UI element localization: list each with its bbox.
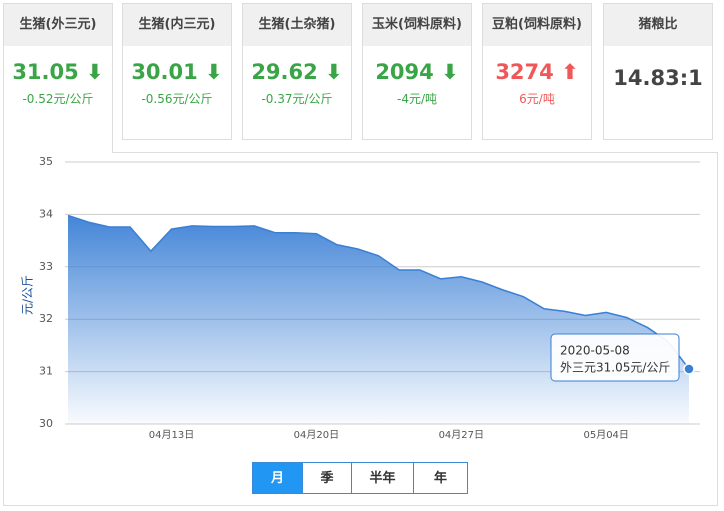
point	[683, 363, 695, 375]
x-tick-label: 05月04日	[583, 429, 628, 441]
price: 3274 ⬆	[495, 60, 579, 84]
price: 31.05 ⬇	[12, 60, 104, 84]
tooltip-box	[550, 333, 680, 382]
card-title: 生猪(外三元)	[4, 4, 112, 46]
change-value: -4元/吨	[396, 92, 437, 106]
price-value: 31.05	[12, 60, 79, 84]
price: 30.01 ⬇	[131, 60, 223, 84]
y-tick-label: 34	[39, 207, 53, 220]
price-value: 30.01	[131, 60, 198, 84]
price-value: 14.83:1	[613, 66, 703, 90]
change: -0.52元/公斤	[4, 90, 112, 107]
y-axis-label: 元/公斤	[21, 275, 35, 315]
change: -0.56元/公斤	[123, 90, 231, 107]
price-value: 3274	[495, 60, 554, 84]
card-title: 豆粕(饲料原料)	[483, 4, 591, 46]
card-title: 猪粮比	[604, 4, 712, 46]
x-tick-label: 04月20日	[294, 429, 339, 441]
x-tick-label: 04月27日	[439, 429, 484, 441]
change: -0.37元/公斤	[243, 90, 351, 107]
change-value: 6元/吨	[519, 92, 555, 106]
price: 29.62 ⬇	[251, 60, 343, 84]
range-button[interactable]: 半年	[351, 462, 414, 494]
range-button[interactable]: 季	[302, 462, 352, 494]
price-value: 2094	[375, 60, 434, 84]
line	[67, 214, 690, 370]
change-value: -0.52元/公斤	[22, 92, 94, 106]
y-tick-label: 31	[39, 365, 53, 378]
area	[68, 215, 689, 424]
price: 14.83:1	[604, 66, 712, 90]
y-tick-label: 35	[39, 155, 53, 168]
range-button[interactable]: 月	[252, 462, 303, 494]
change: 6元/吨	[483, 90, 591, 107]
card-title: 生猪(土杂猪)	[243, 4, 351, 46]
card-title: 玉米(饲料原料)	[363, 4, 471, 46]
price-value: 29.62	[251, 60, 318, 84]
card[interactable]: 玉米(饲料原料) 2094 ⬇ -4元/吨	[362, 3, 472, 140]
x-tick-label: 04月13日	[149, 429, 194, 441]
card[interactable]: 生猪(外三元) 31.05 ⬇ -0.52元/公斤	[3, 3, 113, 153]
change-value: -0.56元/公斤	[141, 92, 213, 106]
y-tick-label: 30	[39, 417, 53, 430]
tooltip-date: 2020-05-08	[560, 344, 630, 358]
price: 2094 ⬇	[375, 60, 459, 84]
card[interactable]: 猪粮比 14.83:1	[603, 3, 713, 140]
y-tick-label: 32	[39, 312, 53, 325]
card[interactable]: 豆粕(饲料原料) 3274 ⬆ 6元/吨	[482, 3, 592, 140]
tooltip: 2020-05-08 外三元31.05元/公斤	[550, 333, 680, 382]
card-title: 生猪(内三元)	[123, 4, 231, 46]
y-tick-label: 33	[39, 260, 53, 273]
card[interactable]: 生猪(土杂猪) 29.62 ⬇ -0.37元/公斤	[242, 3, 352, 140]
chart-panel	[3, 152, 718, 506]
tooltip-text: 外三元31.05元/公斤	[560, 361, 670, 375]
range-button[interactable]: 年	[413, 462, 468, 494]
card[interactable]: 生猪(内三元) 30.01 ⬇ -0.56元/公斤	[122, 3, 232, 140]
change-value: -0.37元/公斤	[261, 92, 333, 106]
change: -4元/吨	[363, 90, 471, 107]
